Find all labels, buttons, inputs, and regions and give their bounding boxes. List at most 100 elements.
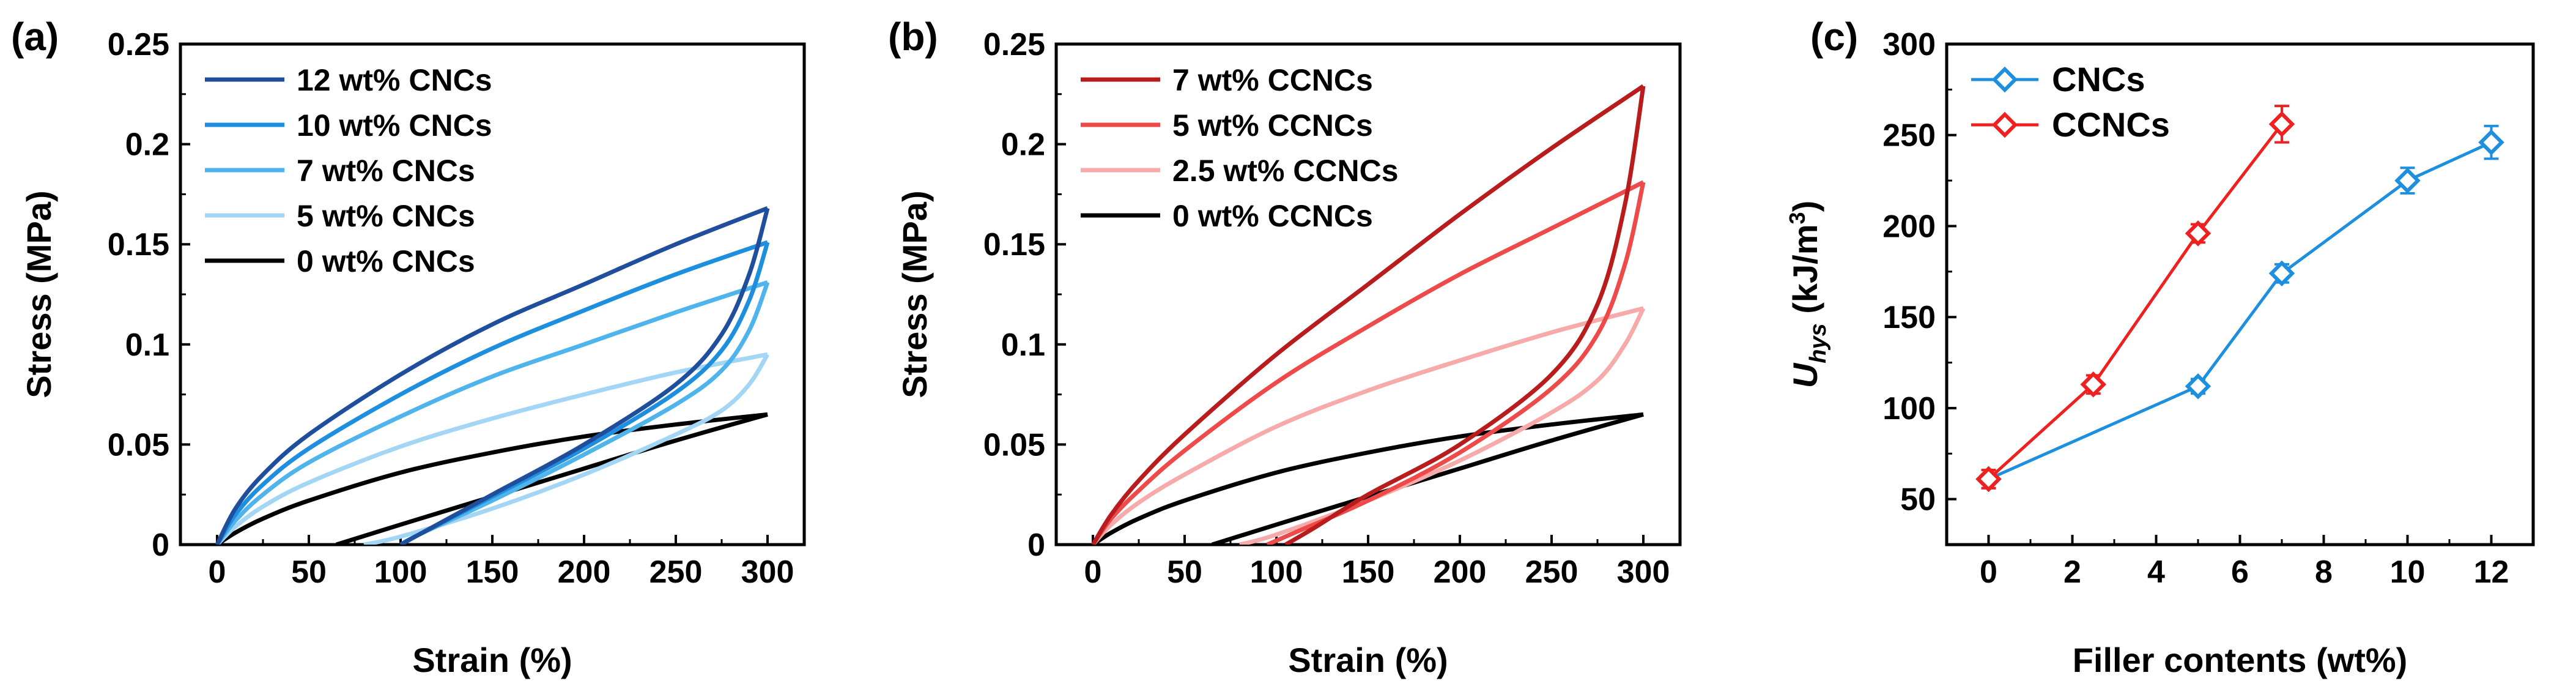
- legend-item: 7 wt% CCNCs: [1081, 63, 1373, 97]
- y-label-unit-close: ): [1786, 201, 1824, 212]
- unloading-curve: [1211, 412, 1644, 545]
- legend-item: 5 wt% CNCs: [205, 199, 475, 233]
- x-tick-label: 150: [466, 554, 519, 590]
- series-a-3: [215, 352, 770, 545]
- plot-area: [215, 206, 770, 545]
- y-tick-label: 250: [1882, 118, 1936, 154]
- y-tick-label: 0.25: [983, 27, 1045, 62]
- legend-item: CCNCs: [1971, 105, 2170, 144]
- y-tick-label: 0: [1027, 527, 1045, 563]
- plot-area: [1091, 84, 1646, 545]
- series-b-0: [1091, 84, 1646, 545]
- panel-c: (c) 0 2 4 6 8 10 12 50 100 150 200 250 300 Filler cont…: [1785, 15, 2535, 679]
- y-tick-label: 150: [1882, 300, 1936, 335]
- legend-item: 0 wt% CCNCs: [1081, 199, 1373, 233]
- legend-label: 10 wt% CNCs: [297, 108, 492, 143]
- series-b-2: [1091, 306, 1646, 545]
- series-a-0: [215, 206, 770, 545]
- data-point: [2185, 220, 2211, 247]
- loading-curve: [1091, 306, 1644, 545]
- x-tick-label: 4: [2147, 554, 2165, 590]
- data-point: [2268, 111, 2295, 138]
- legend-item: 5 wt% CCNCs: [1081, 108, 1373, 143]
- x-tick-label: 10: [2390, 554, 2426, 590]
- panel-label: (c): [1810, 15, 1858, 59]
- legend-item: 7 wt% CNCs: [205, 154, 475, 188]
- x-tick-label: 250: [1525, 554, 1579, 590]
- x-tick-label: 0: [1980, 554, 1997, 590]
- y-tick-label: 0.1: [125, 327, 169, 363]
- legend-label: 5 wt% CCNCs: [1172, 108, 1373, 143]
- x-tick-label: 50: [1167, 554, 1202, 590]
- unloading-curve: [399, 207, 770, 545]
- series-a-4: [216, 412, 768, 545]
- y-tick-label: 0.05: [983, 427, 1045, 463]
- legend-label: CNCs: [2052, 60, 2145, 99]
- y-tick-label: 0.25: [108, 27, 169, 62]
- x-tick-label: 300: [1617, 554, 1670, 590]
- series-c-1: [1975, 105, 2295, 493]
- legend: 12 wt% CNCs 10 wt% CNCs 7 wt% CNCs 5 wt% CN…: [205, 63, 492, 278]
- legend-item: 0 wt% CNCs: [205, 244, 475, 278]
- y-label-symbol: U: [1786, 362, 1824, 388]
- y-tick-label: 0.15: [983, 227, 1045, 263]
- x-tick-label: 0: [209, 554, 226, 590]
- y-tick-label: 100: [1882, 391, 1936, 427]
- data-point: [1975, 466, 2002, 493]
- panel-a: (a) 0 50 100 150 200 250 300 0 0.05 0.1 0.15 0.2 0.25…: [11, 15, 806, 679]
- unloading-curve: [363, 353, 770, 545]
- x-axis-label: Strain (%): [1288, 641, 1448, 679]
- legend-label: 0 wt% CNCs: [297, 244, 475, 278]
- y-label-subscript: hys: [1805, 323, 1831, 363]
- x-tick-label: 50: [291, 554, 327, 590]
- plot-frame: [179, 42, 806, 546]
- y-tick-label: 0.2: [1001, 127, 1045, 163]
- legend-label: 0 wt% CCNCs: [1172, 199, 1373, 233]
- data-point: [2394, 167, 2421, 194]
- loading-curve: [1092, 412, 1644, 545]
- y-label-unit: (kJ/m: [1786, 224, 1824, 323]
- loading-curve: [215, 280, 769, 545]
- x-axis-label: Filler contents (wt%): [2073, 641, 2408, 679]
- data-point: [2268, 260, 2295, 287]
- y-tick-label: 0: [152, 527, 169, 563]
- loading-curve: [1091, 180, 1645, 545]
- legend: 7 wt% CCNCs 5 wt% CCNCs 2.5 wt% CCNCs 0 wt%…: [1081, 63, 1399, 233]
- plot-area: [1975, 105, 2504, 493]
- data-point: [2185, 373, 2211, 400]
- x-axis-label: Strain (%): [412, 641, 572, 679]
- legend-label: 5 wt% CNCs: [297, 199, 475, 233]
- y-axis-label: Uhys (kJ/m3): [1785, 201, 1831, 388]
- series-line: [1987, 123, 2283, 480]
- legend-label: CCNCs: [2052, 105, 2170, 144]
- legend-item: CNCs: [1971, 60, 2145, 99]
- x-tick-label: 100: [374, 554, 427, 590]
- y-axis-label: Stress (MPa): [895, 190, 934, 398]
- unloading-curve: [399, 281, 770, 545]
- legend-item: 2.5 wt% CCNCs: [1081, 154, 1399, 188]
- y-tick-label: 0.2: [125, 127, 169, 163]
- x-tick-label: 200: [1434, 554, 1487, 590]
- legend-item: 10 wt% CNCs: [205, 108, 492, 143]
- loading-curve: [215, 240, 769, 545]
- x-tick-label: 100: [1250, 554, 1303, 590]
- legend-item: 12 wt% CNCs: [205, 63, 492, 97]
- loading-curve: [216, 412, 768, 545]
- panel-b: (b) 0 50 100 150 200 250 300 0 0.05 0.1 0.15 0.2 0.25…: [888, 15, 1682, 679]
- y-tick-label: 200: [1882, 209, 1936, 244]
- loading-curve: [215, 206, 769, 545]
- legend-label: 7 wt% CNCs: [297, 154, 475, 188]
- panel-label: (b): [888, 15, 938, 59]
- panel-label: (a): [11, 15, 59, 59]
- y-tick-label: 0.05: [108, 427, 169, 463]
- legend-label: 12 wt% CNCs: [297, 63, 492, 97]
- plot-frame: [1945, 42, 2535, 546]
- x-tick-label: 300: [741, 554, 794, 590]
- y-tick-label: 0.1: [1001, 327, 1045, 363]
- unloading-curve: [1239, 307, 1646, 545]
- y-tick-label: 0.15: [108, 227, 169, 263]
- x-tick-label: 150: [1342, 554, 1395, 590]
- x-tick-label: 6: [2231, 554, 2249, 590]
- loading-curve: [1091, 84, 1645, 545]
